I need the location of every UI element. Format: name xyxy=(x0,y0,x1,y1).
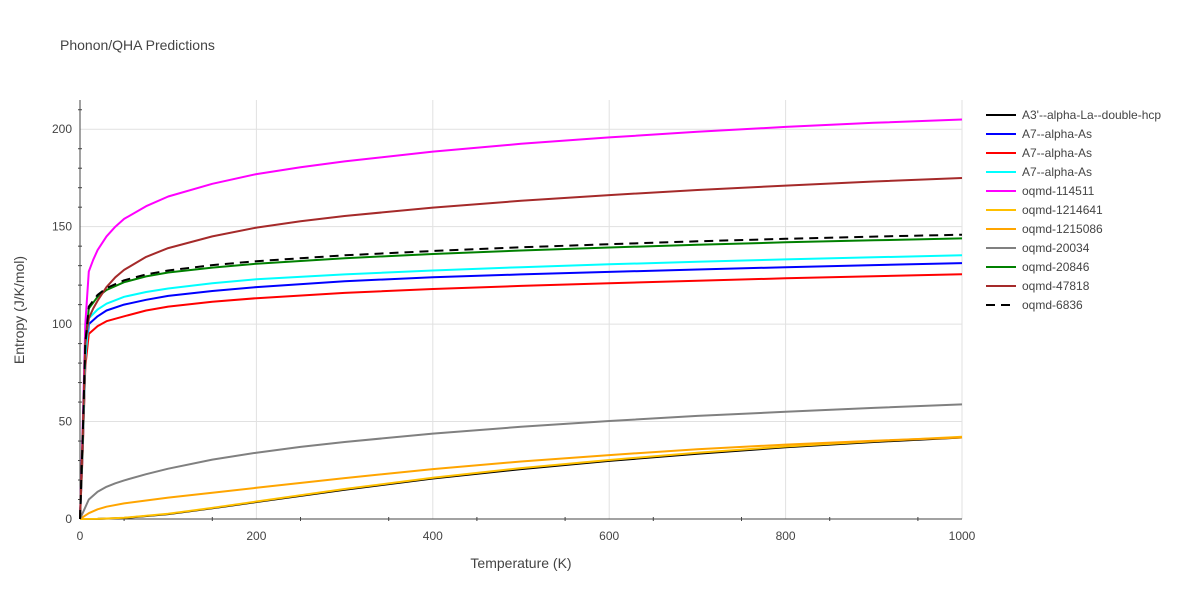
legend-item[interactable]: oqmd-6836 xyxy=(986,298,1083,312)
series-line-oqmd-20034-7[interactable] xyxy=(79,403,963,520)
x-tick-label: 1000 xyxy=(949,529,976,543)
y-tick-label: 200 xyxy=(52,122,72,136)
legend-label: oqmd-1214641 xyxy=(1022,203,1103,217)
legend-label: oqmd-114511 xyxy=(1022,184,1095,198)
legend-item[interactable]: oqmd-20846 xyxy=(986,260,1090,274)
legend-item[interactable]: A7--alpha-As xyxy=(986,127,1092,141)
legend-label: oqmd-6836 xyxy=(1022,298,1083,312)
legend-item[interactable]: oqmd-1214641 xyxy=(986,203,1103,217)
grid-layer xyxy=(80,100,963,519)
legend-label: oqmd-47818 xyxy=(1022,279,1090,293)
legend-label: A7--alpha-As xyxy=(1022,165,1092,179)
axes-layer: 0 200 400 600 800 1000 0 50 100 150 200 xyxy=(52,100,976,543)
series-line-oqmd-1215086-6[interactable] xyxy=(79,436,963,520)
series-line-oqmd-47818-9[interactable] xyxy=(79,177,963,520)
legend-item[interactable]: A3'--alpha-La--double-hcp xyxy=(986,108,1161,122)
legend: A3'--alpha-La--double-hcp A7--alpha-As A7-… xyxy=(986,108,1161,312)
legend-label: oqmd-20846 xyxy=(1022,260,1090,274)
x-tick-label: 600 xyxy=(599,529,619,543)
legend-item[interactable]: A7--alpha-As xyxy=(986,146,1092,160)
legend-label: oqmd-1215086 xyxy=(1022,222,1103,236)
x-axis-title: Temperature (K) xyxy=(470,555,571,571)
series-line-oqmd-1214641-5[interactable] xyxy=(79,435,963,520)
y-tick-label: 50 xyxy=(59,415,73,429)
x-tick-label: 800 xyxy=(776,529,796,543)
series-layer xyxy=(79,118,963,520)
y-axis-title: Entropy (J/K/mol) xyxy=(11,256,27,364)
legend-label: oqmd-20034 xyxy=(1022,241,1090,255)
x-tick-label: 0 xyxy=(77,529,84,543)
legend-label: A7--alpha-As xyxy=(1022,127,1092,141)
y-tick-label: 150 xyxy=(52,220,72,234)
y-tick-label: 100 xyxy=(52,317,72,331)
chart-title: Phonon/QHA Predictions xyxy=(60,37,215,53)
x-tick-label: 200 xyxy=(246,529,266,543)
legend-item[interactable]: oqmd-47818 xyxy=(986,279,1090,293)
series-line-a7-alpha-as-2[interactable] xyxy=(79,273,963,520)
series-line-oqmd-114511-4[interactable] xyxy=(79,118,963,520)
legend-item[interactable]: oqmd-114511 xyxy=(986,184,1095,198)
y-tick-label: 0 xyxy=(65,512,72,526)
legend-item[interactable]: A7--alpha-As xyxy=(986,165,1092,179)
x-tick-label: 400 xyxy=(423,529,443,543)
legend-label: A3'--alpha-La--double-hcp xyxy=(1022,108,1161,122)
series-line-oqmd-20846-8[interactable] xyxy=(79,237,963,520)
legend-item[interactable]: oqmd-20034 xyxy=(986,241,1090,255)
legend-label: A7--alpha-As xyxy=(1022,146,1092,160)
legend-item[interactable]: oqmd-1215086 xyxy=(986,222,1103,236)
series-line-a7-alpha-as-3[interactable] xyxy=(79,254,963,520)
series-line-oqmd-6836-10[interactable] xyxy=(79,233,963,520)
series-line-a3-alpha-la-double-hcp-0[interactable] xyxy=(79,436,963,520)
